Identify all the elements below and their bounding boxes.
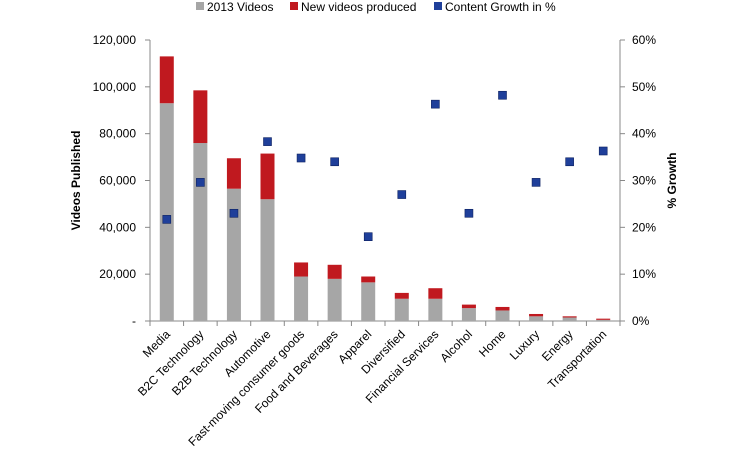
growth-point	[498, 90, 507, 100]
bar-new-videos	[529, 313, 544, 317]
y-right-tick-label: 40%	[632, 127, 656, 141]
growth-point	[565, 157, 574, 167]
growth-point	[263, 137, 272, 146]
y-right-tick-label: 50%	[632, 80, 656, 94]
growth-point	[397, 190, 407, 199]
y-right-axis-title: % Growth	[665, 153, 679, 209]
legend-swatch	[434, 2, 442, 10]
category-label: Home	[476, 327, 509, 360]
growth-point	[363, 232, 373, 241]
y-left-tick-label: 60,000	[99, 174, 136, 188]
bar-new-videos	[495, 306, 510, 311]
bar-new-videos	[226, 158, 241, 189]
bar-new-videos	[159, 56, 174, 104]
bar-new-videos	[596, 318, 611, 320]
category-label: Luxury	[507, 327, 542, 362]
y-left-tick-label: 80,000	[99, 127, 136, 141]
category-label: Alcohol	[437, 327, 475, 365]
bars	[159, 56, 611, 321]
bar-2013-videos	[361, 282, 376, 321]
bar-2013-videos	[294, 276, 309, 321]
y-right-tick-label: 30%	[632, 174, 656, 188]
growth-point	[598, 146, 608, 156]
y-left-tick-label: 120,000	[93, 33, 137, 47]
bar-new-videos	[428, 288, 443, 299]
legend-label: New videos produced	[301, 0, 416, 14]
bar-2013-videos	[394, 298, 409, 321]
legend-label: Content Growth in %	[445, 0, 556, 14]
bar-2013-videos	[596, 319, 611, 321]
y-left-tick-label: 100,000	[93, 80, 137, 94]
bar-2013-videos	[159, 103, 174, 321]
y-left-tick-label: 20,000	[99, 267, 136, 281]
bar-new-videos	[327, 264, 342, 279]
bar-new-videos	[193, 90, 208, 144]
bar-2013-videos	[260, 199, 275, 321]
legend-label: 2013 Videos	[207, 0, 274, 14]
legend-swatch	[196, 2, 204, 10]
bar-2013-videos	[327, 278, 342, 321]
y-left-tick-label: -	[132, 314, 136, 328]
y-right-tick-label: 20%	[632, 220, 656, 234]
bar-2013-videos	[495, 310, 510, 321]
y-right-tick-label: 60%	[632, 33, 656, 47]
bar-new-videos	[394, 292, 409, 299]
bar-2013-videos	[529, 316, 544, 321]
bar-2013-videos	[193, 143, 208, 321]
growth-point	[531, 178, 541, 187]
growth-point	[431, 99, 440, 109]
growth-point	[196, 178, 205, 187]
legend-swatch	[290, 2, 298, 10]
bar-2013-videos	[461, 308, 476, 321]
bar-new-videos	[361, 276, 376, 283]
growth-point	[296, 153, 306, 163]
y-right-tick-label: 10%	[632, 267, 656, 281]
bar-new-videos	[260, 153, 275, 200]
legend: 2013 Videos New videos produced Content Gr…	[196, 0, 556, 14]
category-label: Transportation	[545, 327, 609, 391]
y-left-axis-title: Videos Published	[69, 131, 83, 231]
growth-point	[464, 208, 474, 218]
y-right-tick-label: 0%	[632, 314, 650, 328]
growth-point	[229, 208, 239, 218]
y-left-tick-label: 40,000	[99, 220, 136, 234]
axes: - 20,000 40,000 60,000 80,000 100,000 120,000 0…	[69, 33, 679, 328]
growth-points	[162, 90, 608, 241]
growth-point	[162, 215, 172, 224]
bar-2013-videos	[226, 188, 241, 321]
bar-2013-videos	[562, 317, 577, 321]
bar-new-videos	[294, 262, 309, 277]
bar-2013-videos	[428, 298, 443, 321]
growth-point	[330, 157, 339, 167]
bar-new-videos	[562, 316, 577, 318]
bar-new-videos	[461, 304, 476, 309]
